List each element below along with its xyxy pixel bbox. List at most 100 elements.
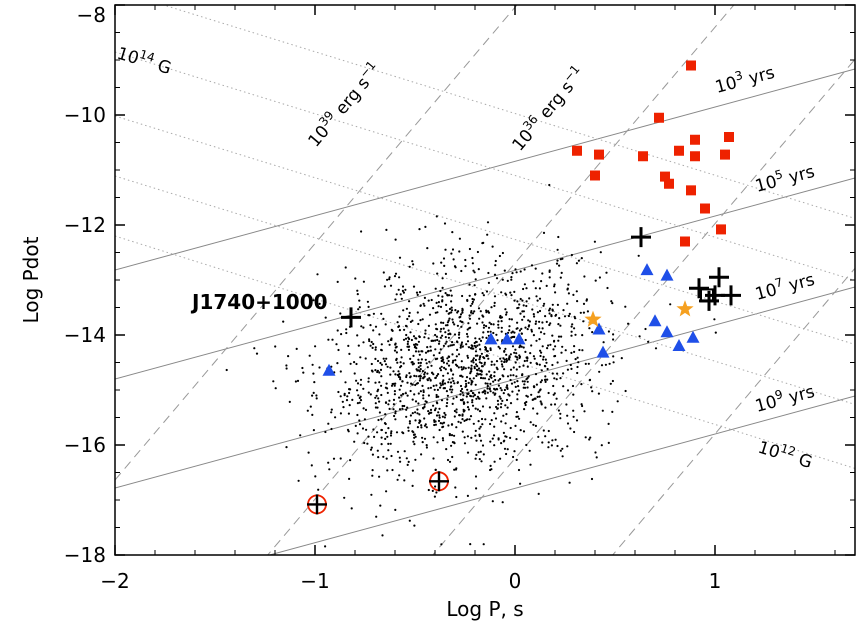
magnetar-marker <box>664 178 674 189</box>
pulsar-dot <box>274 345 277 348</box>
pulsar-dot <box>440 261 443 264</box>
pulsar-dot <box>405 457 408 460</box>
pulsar-dot <box>409 414 412 417</box>
pulsar-dot <box>442 374 445 377</box>
pulsar-dot <box>424 400 427 403</box>
pulsar-dot <box>451 455 454 459</box>
pulsar-dot <box>474 350 478 353</box>
pulsar-dot <box>441 334 444 337</box>
pulsar-dot <box>380 418 383 421</box>
pulsar-dot <box>408 300 411 303</box>
pulsar-dot <box>450 434 454 437</box>
pulsar-dot <box>544 375 547 378</box>
pulsar-dot <box>423 373 426 376</box>
pulsar-dot <box>508 325 511 328</box>
bfield-line-1e14 <box>161 5 855 219</box>
pulsar-dot <box>426 346 429 349</box>
pulsar-dot <box>408 265 411 268</box>
pulsar-dot <box>372 342 375 346</box>
pulsar-dot <box>496 339 499 342</box>
pulsar-dot <box>444 324 448 327</box>
pulsar-dot <box>367 377 370 380</box>
pulsar-dot <box>607 330 611 333</box>
pulsar-dot <box>423 375 426 378</box>
pulsar-dot <box>449 368 452 371</box>
pulsar-dot <box>539 349 542 352</box>
pulsar-dot <box>460 269 463 273</box>
pulsar-dot <box>390 384 394 387</box>
pulsar-dot <box>441 426 444 429</box>
pulsar-dot <box>526 365 529 368</box>
pulsar-dot <box>399 376 402 379</box>
pulsar-dot <box>382 455 385 458</box>
pulsar-dot <box>450 300 453 303</box>
triangle-marker <box>484 332 498 345</box>
pulsar-dot <box>446 458 450 462</box>
pulsar-dot <box>386 387 389 390</box>
pulsar-dot <box>301 366 304 370</box>
pulsar-dot <box>486 354 489 357</box>
pulsar-dot <box>388 278 391 281</box>
series-radio-pulsars <box>225 183 717 548</box>
pulsar-dot <box>447 424 450 427</box>
pulsar-dot <box>480 365 484 368</box>
pulsar-dot <box>367 391 370 394</box>
pulsar-dot <box>523 315 526 318</box>
pulsar-dot <box>490 376 493 379</box>
pulsar-dot <box>523 402 527 405</box>
pulsar-dot <box>580 257 583 260</box>
pulsar-dot <box>477 307 481 310</box>
pulsar-dot <box>382 271 385 274</box>
pulsar-dot <box>470 367 473 370</box>
pulsar-dot <box>488 370 491 373</box>
pulsar-dot <box>405 408 408 411</box>
pulsar-dot <box>490 468 493 471</box>
pulsar-dot <box>454 486 457 489</box>
magnetar-marker <box>724 132 734 142</box>
pulsar-dot <box>455 411 458 414</box>
pulsar-dot <box>423 417 426 420</box>
pulsar-dot <box>549 322 552 325</box>
pulsar-dot <box>647 340 650 343</box>
pulsar-dot <box>524 403 527 407</box>
pulsar-dot <box>497 384 500 387</box>
pulsar-dot <box>442 327 445 330</box>
pulsar-dot <box>558 317 561 320</box>
pulsar-dot <box>530 264 534 267</box>
pulsar-dot <box>434 323 437 326</box>
pulsar-dot <box>611 410 614 413</box>
pulsar-dot <box>551 363 554 367</box>
pulsar-dot <box>502 375 505 378</box>
pulsar-dot <box>543 302 546 305</box>
pulsar-dot <box>498 395 501 398</box>
pulsar-dot <box>406 463 409 466</box>
pulsar-dot <box>448 307 452 311</box>
pulsar-dot <box>474 340 478 343</box>
pulsar-dot <box>553 283 556 286</box>
pulsar-dot <box>427 410 430 413</box>
pulsar-dot <box>344 381 347 384</box>
pulsar-dot <box>518 354 521 357</box>
pulsar-dot <box>367 380 370 383</box>
pulsar-dot <box>439 367 442 370</box>
pulsar-dot <box>339 395 342 398</box>
pulsar-dot <box>354 277 357 280</box>
pulsar-dot <box>357 344 360 347</box>
pulsar-dot <box>432 307 435 310</box>
pulsar-dot <box>462 367 465 370</box>
pulsar-dot <box>474 337 477 340</box>
pulsar-dot <box>334 416 337 419</box>
pulsar-dot <box>437 411 440 414</box>
pulsar-dot <box>411 260 414 263</box>
pulsar-dot <box>494 417 498 420</box>
pulsar-dot <box>444 368 447 371</box>
pulsar-dot <box>501 365 504 368</box>
pulsar-dot <box>465 384 468 388</box>
pulsar-dot <box>602 341 605 344</box>
pulsar-dot <box>436 388 439 391</box>
pulsar-dot <box>272 380 275 383</box>
pulsar-dot <box>391 329 394 332</box>
edot-line-1e30 <box>612 267 855 555</box>
pulsar-dot <box>501 501 504 504</box>
pulsar-dot <box>542 429 545 432</box>
